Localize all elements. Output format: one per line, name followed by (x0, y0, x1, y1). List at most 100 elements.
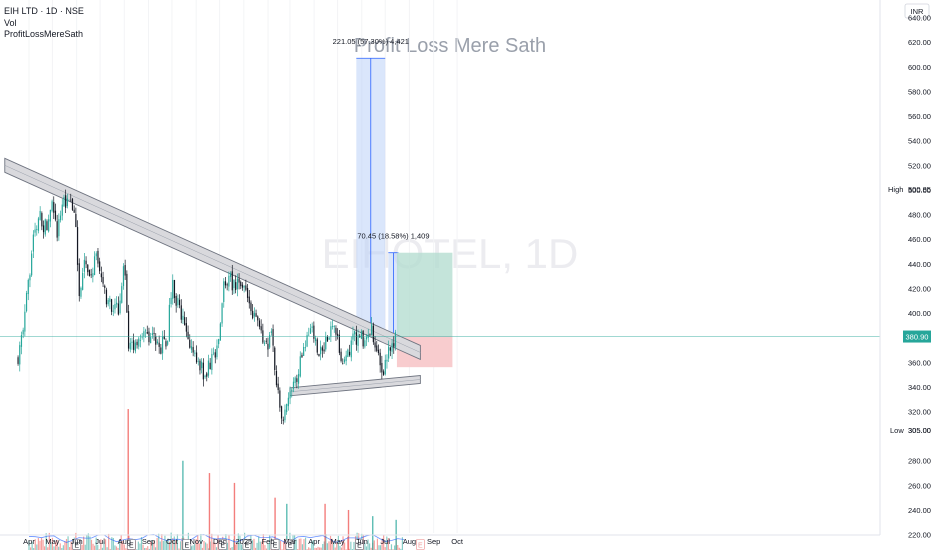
x-tick-label: 2025 (235, 537, 252, 546)
x-tick-label: Nov (190, 537, 204, 546)
candle-body (313, 325, 315, 339)
y-tick-label: 480.00 (908, 211, 931, 220)
candle-body (199, 360, 201, 371)
earnings-label-0: E (74, 542, 79, 549)
volume-bar (240, 544, 243, 554)
symbol-line[interactable]: EIH LTD · 1D · NSE (4, 6, 84, 16)
earnings-label-6: E (288, 542, 293, 549)
candle-body (342, 363, 344, 364)
candle-body (274, 347, 276, 371)
earnings-label-5: E (273, 542, 278, 549)
candle-body (194, 352, 196, 354)
candle-body (277, 383, 279, 391)
candle-body (44, 219, 46, 235)
candle-body (337, 333, 339, 336)
candle-body (165, 341, 167, 347)
volume-bar (62, 545, 64, 554)
trendline-mid-0 (4, 165, 421, 353)
volume-bar (42, 539, 44, 554)
earnings-mark-7 (355, 539, 364, 550)
candle-body (136, 341, 138, 346)
volume-bar (267, 543, 269, 554)
earnings-mark-5 (270, 539, 280, 550)
volume-bar (36, 544, 38, 554)
volume-bar (369, 543, 371, 554)
volume-bar (312, 540, 314, 554)
candle-body (303, 347, 305, 356)
custom-indicator-label[interactable]: ProfitLossMereSath (4, 29, 84, 39)
volume-spike-1 (182, 460, 184, 554)
volume-bar (159, 541, 161, 554)
volume-bar (59, 543, 61, 554)
candle-body (56, 221, 58, 238)
high-marker-value: 500.85 (908, 185, 931, 194)
candle-body (167, 341, 169, 345)
candle-body (377, 349, 380, 354)
candle-body (275, 371, 278, 386)
x-tick-label: Aug (403, 537, 416, 546)
candle-body (141, 337, 143, 338)
volume-bar (176, 534, 179, 554)
candle-body (51, 201, 53, 211)
candle-body (318, 353, 320, 357)
candle-body (61, 204, 63, 216)
volume-bar (192, 545, 194, 554)
volume-bar (123, 544, 125, 554)
volume-bar (233, 539, 235, 554)
y-tick-label: 620.00 (908, 38, 931, 47)
volume-bar (253, 538, 255, 554)
volume-bar (108, 533, 110, 554)
candle-body (214, 352, 216, 358)
volume-bar (311, 540, 313, 554)
candle-body (184, 317, 186, 326)
x-tick-label: Jun (71, 537, 83, 546)
candle-body (308, 334, 310, 336)
candle-body (299, 356, 301, 377)
volume-bar (173, 536, 175, 554)
candle-body (182, 315, 184, 320)
candle-body (32, 234, 34, 252)
candle-body (350, 340, 352, 358)
volume-bar (364, 542, 366, 554)
candle-body (190, 346, 193, 350)
candle-body (379, 352, 381, 366)
candle-body (263, 342, 266, 344)
volume-bar (353, 541, 355, 554)
low-marker-label: Low (890, 426, 904, 435)
candle-body (54, 210, 57, 220)
volume-bar (390, 544, 393, 554)
volume-bar (269, 535, 271, 554)
volume-bar (259, 541, 261, 554)
candle-body (75, 214, 77, 228)
candle-body (59, 215, 62, 221)
candle-body (158, 342, 160, 347)
volume-bar (170, 532, 172, 554)
currency-box (904, 3, 930, 19)
volume-bar (172, 538, 174, 554)
volume-bar (64, 541, 66, 554)
candle-body (228, 275, 230, 287)
candle-body (216, 345, 218, 358)
candle-body (42, 225, 45, 233)
candle-body (345, 355, 347, 362)
candle-body (90, 274, 92, 276)
measure-label-1: 70.45 (18.58%) 1,409 (357, 232, 429, 241)
candle-body (280, 406, 283, 419)
candle-body (245, 285, 247, 290)
volume-bar (169, 541, 171, 554)
volume-bar (236, 543, 238, 554)
x-tick-label: May (45, 537, 59, 546)
earnings-mark-1 (126, 539, 136, 550)
candle-body (229, 273, 232, 277)
candle-body (131, 341, 133, 343)
volume-bar (65, 538, 68, 554)
volume-bar (45, 533, 47, 554)
candle-body (221, 303, 223, 324)
volume-bar (48, 532, 50, 554)
candle-body (330, 326, 332, 337)
volume-bar (81, 544, 83, 554)
candle-body (226, 284, 228, 286)
volume-indicator-label[interactable]: Vol (4, 18, 17, 28)
candle-body (333, 326, 335, 327)
